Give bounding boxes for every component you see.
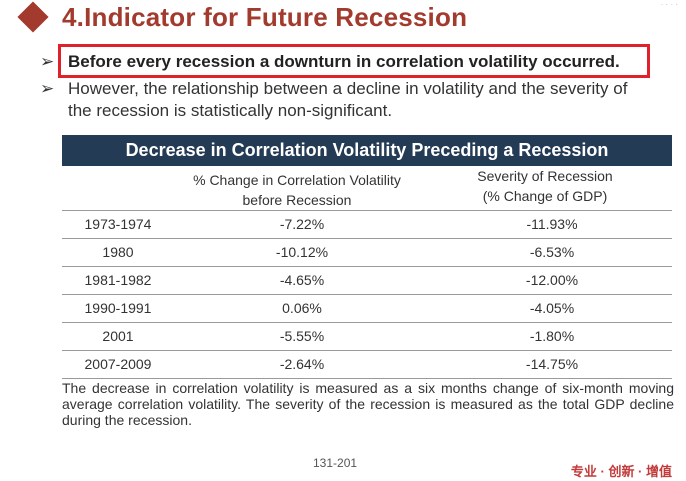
footer-brand-slogan: 专业 · 创新 · 增值	[570, 464, 672, 479]
column-header-severity-line2: (% Change of GDP)	[482, 188, 608, 204]
table-note: The decrease in correlation volatility i…	[62, 380, 674, 428]
table-bottom-rule	[62, 378, 672, 379]
table-title: Decrease in Correlation Volatility Prece…	[62, 135, 672, 166]
period-cell: 1981-1982	[84, 272, 152, 288]
slide-title: 4.Indicator for Future Recession	[62, 2, 468, 32]
highlight-box	[58, 44, 650, 78]
table-row: 2001 -5.55% -1.80%	[62, 322, 672, 350]
column-header-severity: Severity of Recession (% Change of GDP)	[440, 166, 650, 206]
table-row: 1980 -10.12% -6.53%	[62, 238, 672, 266]
column-header-volatility: % Change in Correlation Volatility befor…	[172, 170, 422, 210]
severity-cell: -12.00%	[525, 272, 579, 288]
bullet-arrow-icon: ➢	[40, 79, 55, 99]
corner-logo: · · · ·	[660, 0, 678, 9]
bullet-text-second-line1: However, the relationship between a decl…	[68, 79, 628, 98]
diamond-logo-icon	[17, 1, 49, 33]
period-cell: 2007-2009	[84, 356, 152, 372]
table-row: 1981-1982 -4.65% -12.00%	[62, 266, 672, 294]
page-number: 131-201	[313, 456, 358, 470]
bullet-text-second-line2: the recession is statistically non-signi…	[68, 101, 393, 120]
table-row: 2007-2009 -2.64% -14.75%	[62, 350, 672, 378]
period-cell: 1973-1974	[84, 216, 152, 232]
volatility-change-cell: -4.65%	[279, 272, 325, 288]
volatility-change-cell: -5.55%	[279, 328, 325, 344]
severity-cell: -11.93%	[526, 216, 578, 232]
severity-cell: -14.75%	[525, 356, 579, 372]
volatility-change-cell: -2.64%	[279, 356, 325, 372]
severity-cell: -6.53%	[529, 244, 575, 260]
column-header-severity-line1: Severity of Recession	[477, 168, 613, 184]
volatility-change-cell: 0.06%	[282, 300, 322, 316]
severity-cell: -4.05%	[529, 300, 575, 316]
table-row: 1973-1974 -7.22% -11.93%	[62, 210, 672, 238]
volatility-change-cell: -10.12%	[275, 244, 329, 260]
bullet-arrow-icon: ➢	[40, 52, 55, 72]
bullet-text-first: Before every recession a downturn in cor…	[68, 52, 620, 71]
period-cell: 2001	[102, 328, 134, 344]
period-cell: 1990-1991	[84, 300, 152, 316]
column-header-volatility-line1: % Change in Correlation Volatility	[193, 172, 401, 188]
table-row: 1990-1991 0.06% -4.05%	[62, 294, 672, 322]
period-cell: 1980	[102, 244, 134, 260]
severity-cell: -1.80%	[529, 328, 575, 344]
volatility-change-cell: -7.22%	[279, 216, 325, 232]
column-header-volatility-line2: before Recession	[242, 192, 352, 208]
